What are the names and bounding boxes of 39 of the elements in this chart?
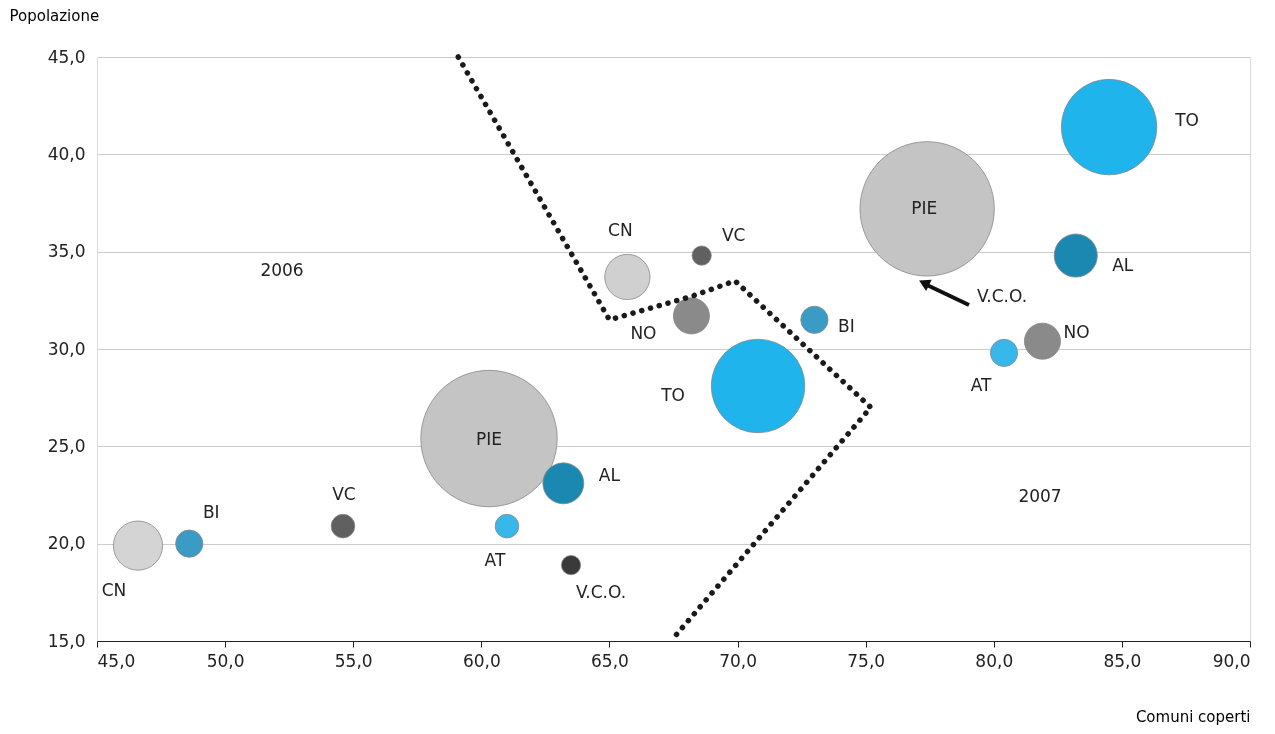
data-label: AL <box>1112 254 1134 275</box>
x-tick-label: 85,0 <box>1103 650 1142 671</box>
annotation: 2006 <box>260 260 304 280</box>
y-tick-label: 45,0 <box>47 46 86 67</box>
data-label: AL <box>598 465 621 486</box>
y-tick-label: 40,0 <box>47 143 86 164</box>
annotation: V.C.O. <box>976 286 1028 306</box>
data-label: CN <box>101 579 127 600</box>
x-tick-label: 75,0 <box>847 650 886 671</box>
data-label: TO <box>660 384 685 405</box>
data-label: V.C.O. <box>575 582 627 603</box>
data-label: AT <box>484 550 506 571</box>
annotation: 2007 <box>1018 486 1062 506</box>
y-tick-label: 30,0 <box>47 338 86 359</box>
data-label: TO <box>1174 110 1199 131</box>
y-tick-label: 35,0 <box>47 241 86 262</box>
x-tick-label: 80,0 <box>975 650 1014 671</box>
x-tick-label: 50,0 <box>206 650 245 671</box>
data-label: PIE <box>911 197 938 218</box>
y-tick-label: 25,0 <box>47 435 86 456</box>
data-label: PIE <box>476 428 503 449</box>
x-tick-label: 70,0 <box>719 650 757 671</box>
data-label: AT <box>970 374 992 395</box>
data-label: VC <box>332 484 356 505</box>
y-axis-title: Popolazione <box>9 6 100 25</box>
x-tick-label: 90,0 <box>1212 650 1251 671</box>
x-axis-title: Comuni coperti <box>1135 707 1251 726</box>
data-label: NO <box>630 322 657 343</box>
data-label: NO <box>1063 322 1090 343</box>
data-label: CN <box>608 219 633 240</box>
x-tick-label: 55,0 <box>334 650 373 671</box>
y-tick-label: 15,0 <box>47 630 86 651</box>
data-label: VC <box>721 224 746 245</box>
x-tick-label: 65,0 <box>591 650 629 671</box>
x-tick-label: 45,0 <box>97 650 136 671</box>
data-label: BI <box>202 501 220 522</box>
x-tick-label: 60,0 <box>462 650 501 671</box>
y-tick-label: 20,0 <box>47 533 86 554</box>
data-label: BI <box>838 315 855 336</box>
